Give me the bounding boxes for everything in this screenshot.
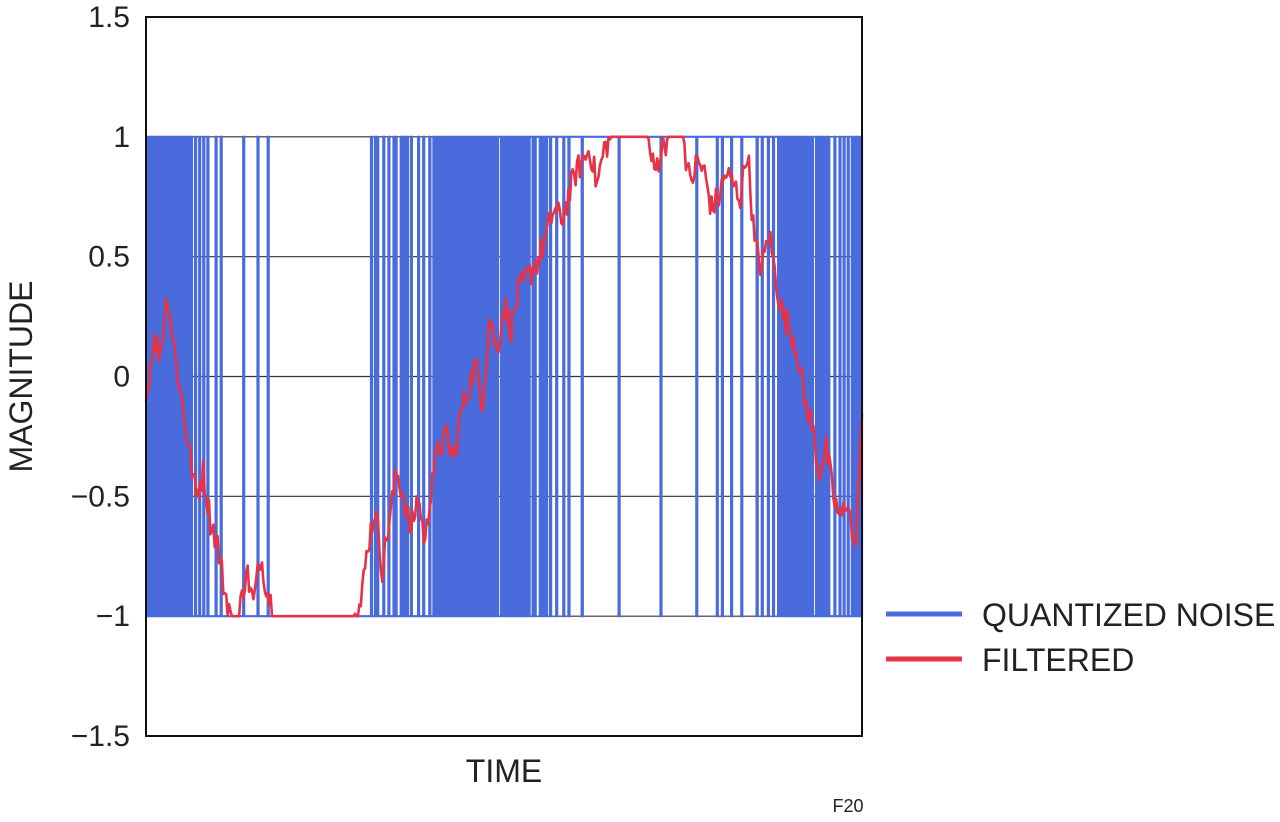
- plot-frame: [145, 16, 863, 737]
- filtered-series: [144, 135, 864, 618]
- y-axis-label: MAGNITUDE: [3, 281, 39, 473]
- quantized-noise-series: [145, 135, 864, 618]
- figure-id: F20: [832, 796, 863, 816]
- series-line-quantized-noise: [145, 135, 864, 618]
- y-axis-ticks: 1.5 1 0.5 0 −0.5 −1 −1.5: [71, 1, 130, 753]
- y-tick-label-2: 0.5: [88, 241, 130, 274]
- legend-label-quantized-noise: QUANTIZED NOISE: [982, 597, 1275, 633]
- y-tick-label-6: −1.5: [71, 720, 130, 753]
- series-line-filtered: [144, 135, 864, 618]
- y-tick-label-0: 1.5: [88, 1, 130, 34]
- y-tick-label-5: −1: [96, 600, 130, 633]
- y-tick-label-3: 0: [113, 361, 130, 394]
- x-axis-label: TIME: [466, 753, 542, 789]
- y-tick-label-1: 1: [113, 121, 130, 154]
- legend-label-filtered: FILTERED: [982, 642, 1134, 678]
- y-tick-label-4: −0.5: [71, 480, 130, 513]
- legend: QUANTIZED NOISE FILTERED: [886, 597, 1275, 678]
